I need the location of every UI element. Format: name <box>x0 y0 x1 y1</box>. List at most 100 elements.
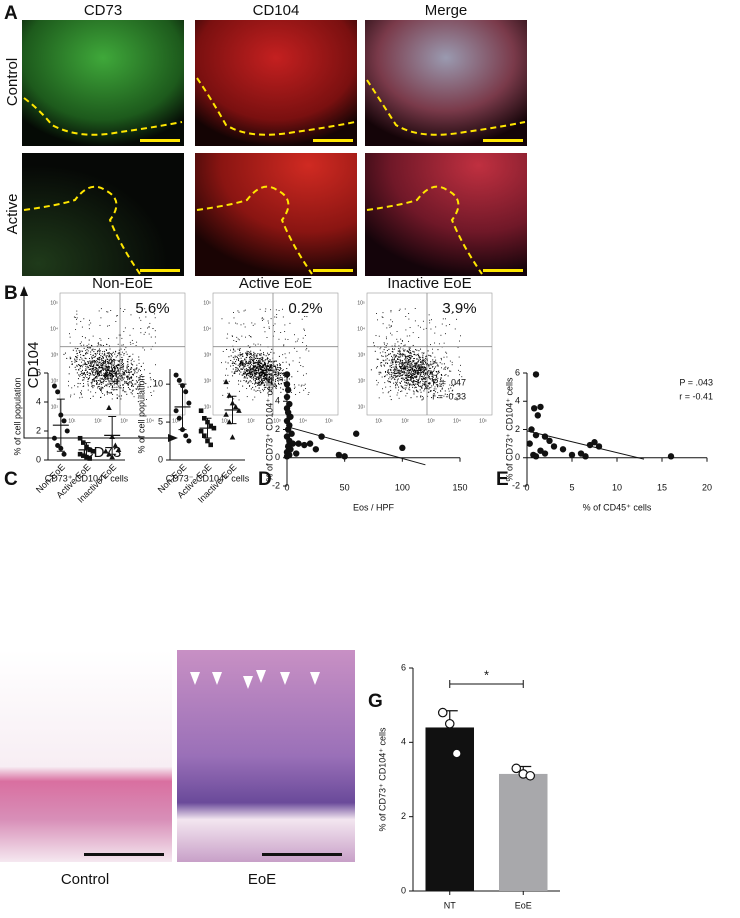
event-dot <box>155 330 156 331</box>
event-dot <box>403 350 404 351</box>
event-dot <box>93 372 94 373</box>
event-dot <box>247 353 248 354</box>
event-dot <box>423 390 424 391</box>
event-dot <box>110 375 111 376</box>
event-dot <box>225 362 226 363</box>
event-dot <box>88 385 89 386</box>
event-dot <box>233 340 234 341</box>
event-dot <box>406 385 407 386</box>
event-dot <box>68 381 69 382</box>
event-dot <box>107 326 108 327</box>
event-dot <box>93 336 94 337</box>
event-dot <box>118 373 119 374</box>
point <box>183 433 188 438</box>
event-dot <box>279 310 280 311</box>
event-dot <box>401 391 402 392</box>
event-dot <box>414 369 415 370</box>
event-dot <box>301 385 302 386</box>
event-dot <box>259 372 260 373</box>
event-dot <box>302 342 303 343</box>
event-dot <box>294 334 295 335</box>
event-dot <box>118 371 119 372</box>
event-dot <box>132 393 133 394</box>
event-dot <box>420 366 421 367</box>
event-dot <box>414 358 415 359</box>
event-dot <box>278 378 279 379</box>
event-dot <box>266 374 267 375</box>
event-dot <box>118 376 119 377</box>
tick-label: 10¹ <box>51 404 59 410</box>
event-dot <box>115 381 116 382</box>
event-dot <box>87 353 88 354</box>
event-dot <box>258 362 259 363</box>
event-dot <box>392 359 393 360</box>
event-dot <box>304 330 305 331</box>
event-dot <box>416 362 417 363</box>
event-dot <box>243 373 244 374</box>
event-dot <box>129 389 130 390</box>
event-dot <box>406 360 407 361</box>
event-dot <box>241 360 242 361</box>
point <box>551 443 557 449</box>
event-dot <box>109 375 110 376</box>
event-dot <box>306 373 307 374</box>
event-dot <box>244 380 245 381</box>
event-dot <box>427 386 428 387</box>
event-dot <box>92 368 93 369</box>
event-dot <box>116 372 117 373</box>
event-dot <box>252 355 253 356</box>
event-dot <box>227 393 228 394</box>
event-dot <box>116 316 117 317</box>
event-dot <box>252 368 253 369</box>
event-dot <box>129 383 130 384</box>
tick-label: 10² <box>51 378 59 384</box>
event-dot <box>245 369 246 370</box>
event-dot <box>390 365 391 366</box>
event-dot <box>98 386 99 387</box>
event-dot <box>100 338 101 339</box>
event-dot <box>116 375 117 376</box>
tick-label: 10¹ <box>358 404 366 410</box>
event-dot <box>265 365 266 366</box>
event-dot <box>399 350 400 351</box>
event-dot <box>377 359 378 360</box>
event-dot <box>106 356 107 357</box>
event-dot <box>240 363 241 364</box>
event-dot <box>257 383 258 384</box>
event-dot <box>262 357 263 358</box>
event-dot <box>117 371 118 372</box>
event-dot <box>92 371 93 372</box>
event-dot <box>95 392 96 393</box>
point <box>208 443 213 448</box>
point <box>65 429 70 434</box>
event-dot <box>425 372 426 373</box>
event-dot <box>124 381 125 382</box>
event-dot <box>130 369 131 370</box>
event-dot <box>112 361 113 362</box>
event-dot <box>373 342 374 343</box>
event-dot <box>113 382 114 383</box>
event-dot <box>405 389 406 390</box>
event-dot <box>404 372 405 373</box>
event-dot <box>107 359 108 360</box>
event-dot <box>409 385 410 386</box>
event-dot <box>413 351 414 352</box>
event-dot <box>103 370 104 371</box>
event-dot <box>131 360 132 361</box>
event-dot <box>413 361 414 362</box>
event-dot <box>79 376 80 377</box>
event-dot <box>119 364 120 365</box>
event-dot <box>234 373 235 374</box>
point <box>174 408 179 413</box>
event-dot <box>276 361 277 362</box>
event-dot <box>76 350 77 351</box>
event-dot <box>122 360 123 361</box>
event-dot <box>114 362 115 363</box>
event-dot <box>247 351 248 352</box>
event-dot <box>262 318 263 319</box>
event-dot <box>306 348 307 349</box>
event-dot <box>391 367 392 368</box>
event-dot <box>399 373 400 374</box>
event-dot <box>446 353 447 354</box>
event-dot <box>259 380 260 381</box>
